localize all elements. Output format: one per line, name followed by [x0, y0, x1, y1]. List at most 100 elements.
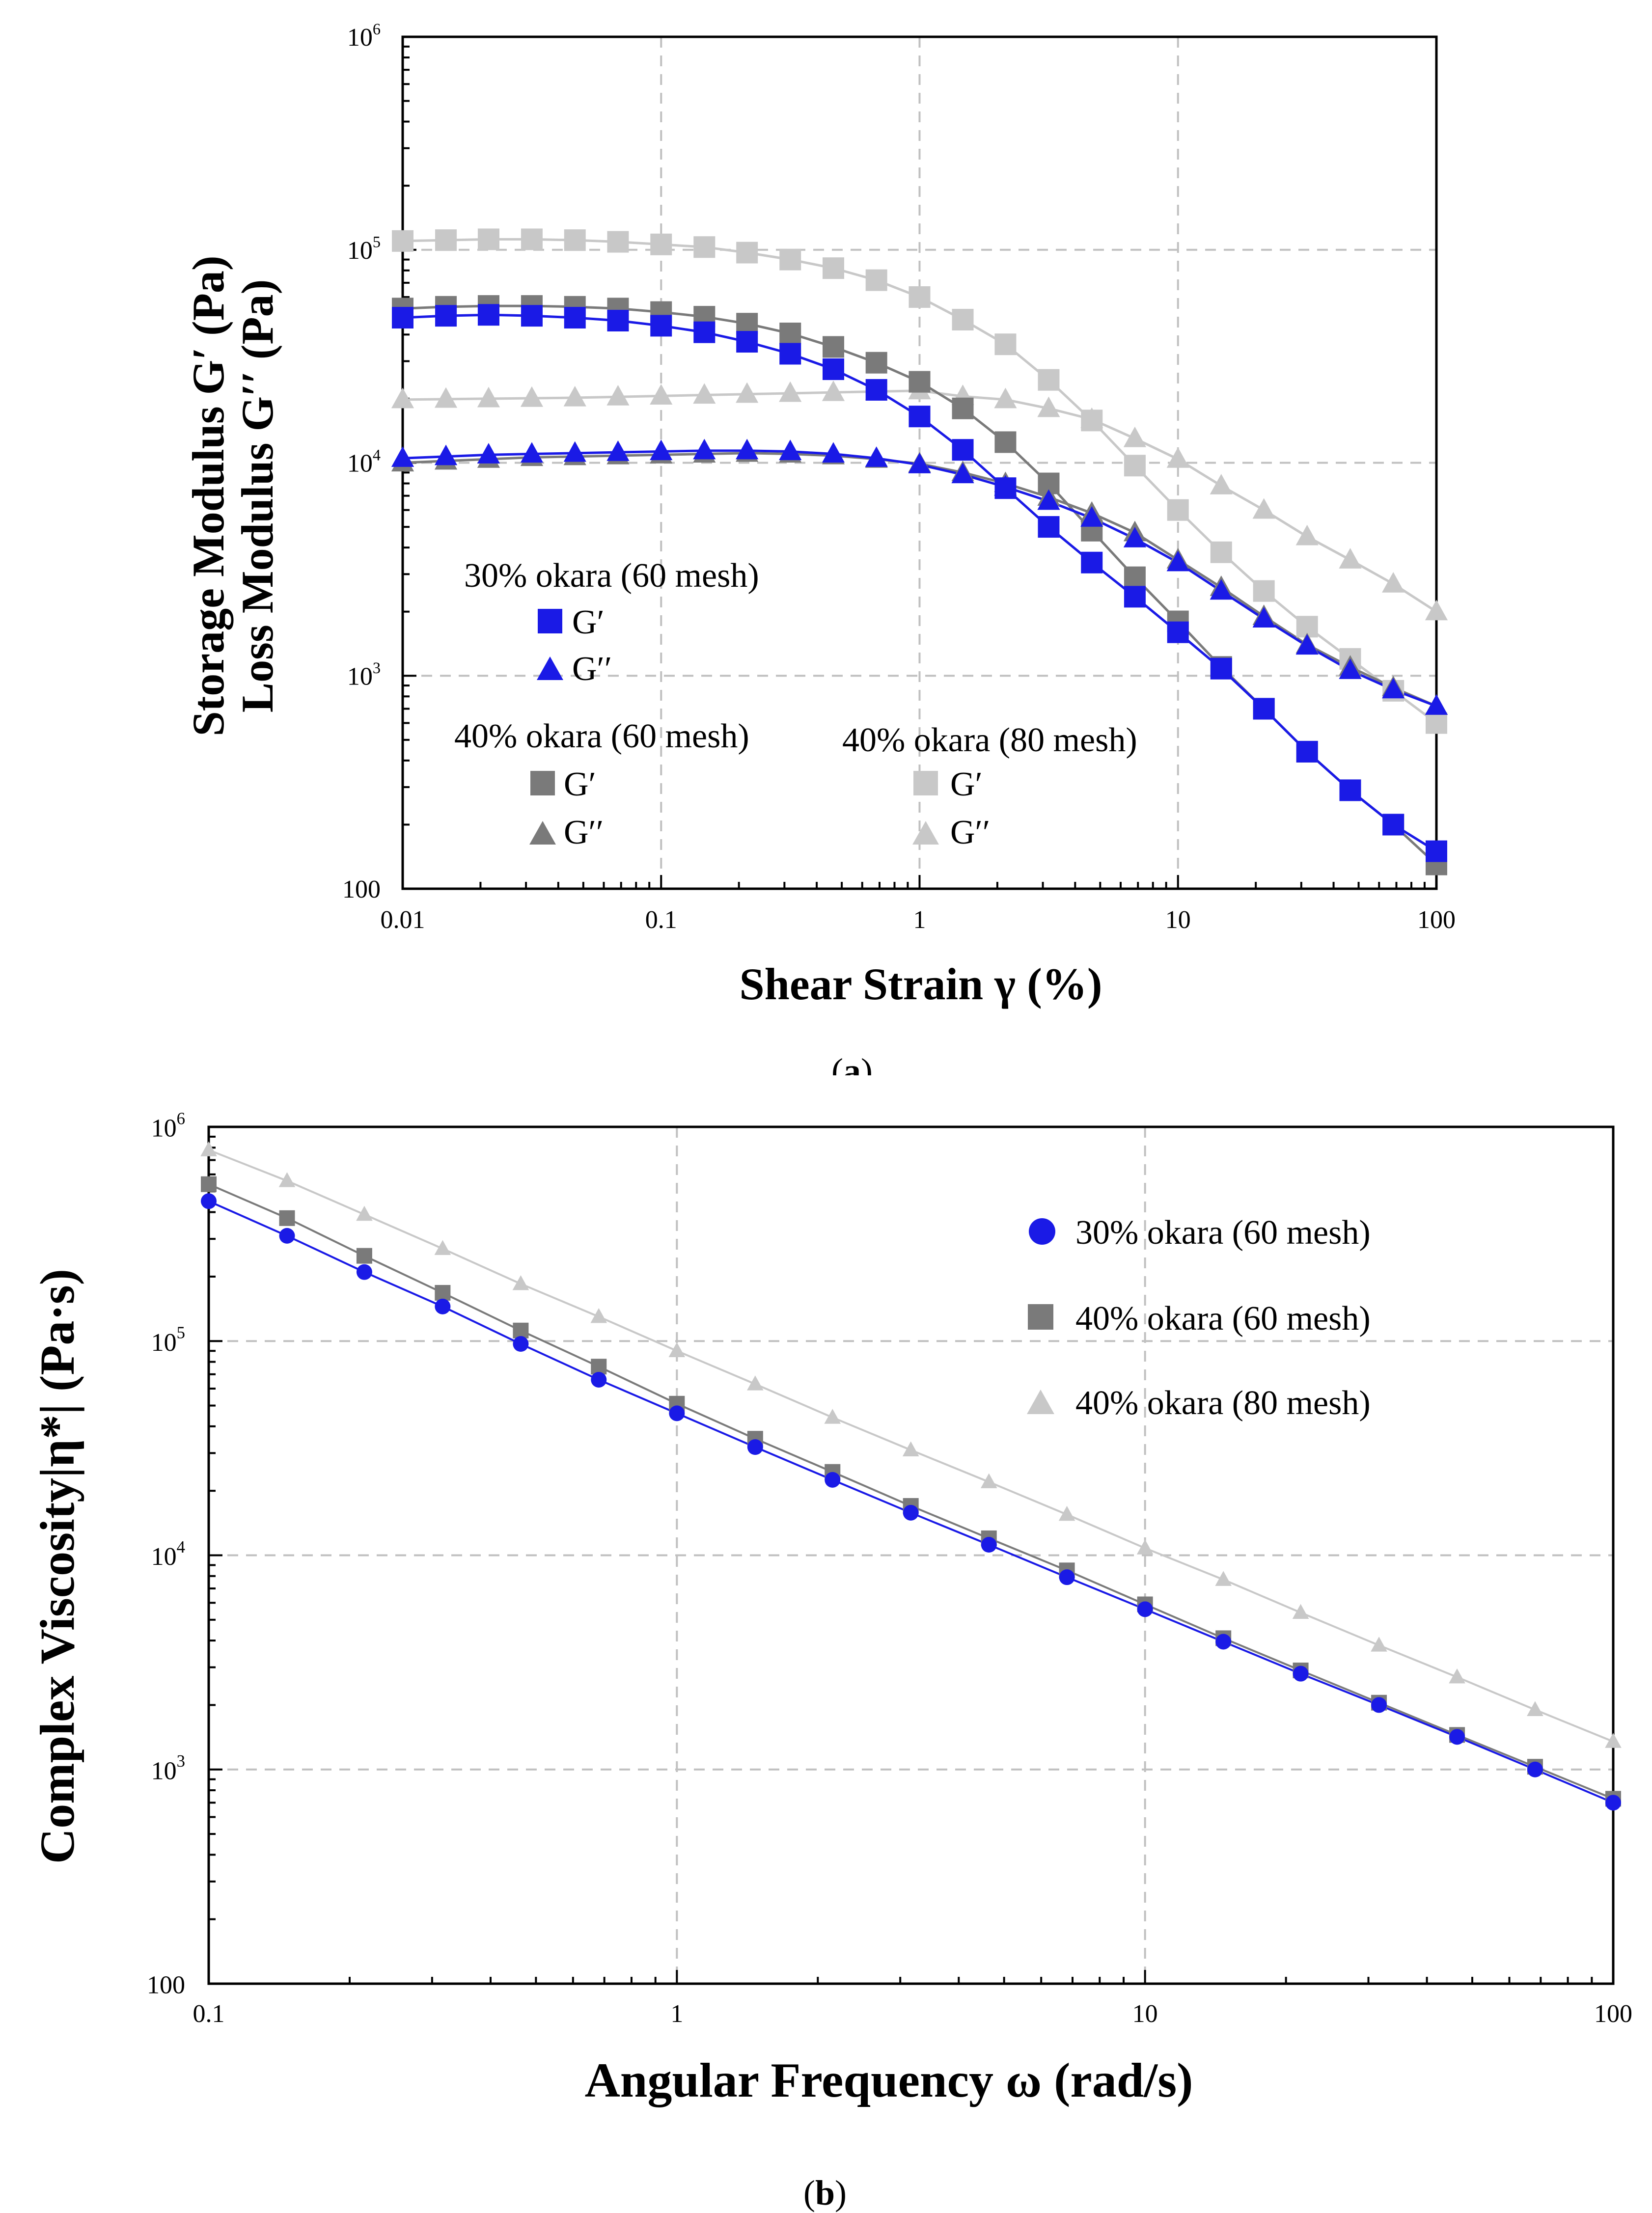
data-point — [747, 1375, 764, 1391]
chart-b-legend-label-30-60: 30% okara (60 mesh) — [1075, 1214, 1371, 1252]
chart-a-caption-letter: a — [843, 1051, 861, 1075]
data-point — [200, 1141, 217, 1156]
data-point — [693, 383, 716, 404]
data-point — [1382, 814, 1404, 836]
data-point — [563, 385, 586, 407]
chart-a-legend-label-40-60-gdprime: G′′ — [564, 814, 604, 851]
data-point — [1210, 579, 1233, 600]
data-point — [1215, 1634, 1232, 1650]
y-tick-label: 106 — [151, 1109, 185, 1142]
chart-a-legend-title-30-60: 30% okara (60 mesh) — [464, 557, 759, 595]
data-point — [1252, 607, 1275, 628]
data-point — [1527, 1701, 1543, 1716]
data-point — [994, 387, 1017, 409]
data-point — [1037, 489, 1060, 510]
data-point — [1371, 1697, 1387, 1713]
chart-b-legend-marker-30-60 — [1029, 1218, 1055, 1245]
data-point — [1253, 580, 1275, 602]
data-point — [392, 230, 413, 252]
data-point — [435, 229, 457, 251]
data-point — [477, 386, 500, 408]
data-point — [909, 286, 931, 308]
data-point — [736, 313, 758, 335]
chart-a-legend-label-30-60-gdprime: G′′ — [572, 650, 612, 688]
data-point — [392, 307, 413, 329]
data-point — [1252, 498, 1275, 519]
y-tick-label: 103 — [347, 659, 381, 690]
data-point — [736, 331, 758, 353]
data-point — [693, 321, 716, 343]
chart-a-legend-title-40-80: 40% okara (80 mesh) — [842, 721, 1137, 759]
data-point — [1339, 779, 1361, 801]
data-point — [477, 304, 499, 326]
y-tick-label: 106 — [347, 20, 381, 52]
data-point — [435, 1298, 451, 1314]
data-point — [201, 1193, 217, 1209]
data-point — [1124, 586, 1146, 608]
data-point — [1166, 447, 1189, 468]
data-point — [606, 384, 630, 406]
data-point — [1210, 474, 1233, 494]
x-tick-label: 10 — [1165, 906, 1191, 934]
data-point — [822, 380, 845, 401]
data-point — [201, 1176, 217, 1192]
data-point — [1136, 1539, 1154, 1555]
data-point — [980, 1473, 997, 1488]
x-tick-label: 10 — [1132, 2000, 1158, 2028]
data-point — [650, 315, 672, 337]
data-point — [823, 257, 845, 279]
data-point — [1038, 369, 1060, 391]
data-point — [606, 440, 630, 461]
chart-a-markers — [391, 228, 1448, 875]
data-point — [779, 323, 801, 345]
x-tick-label: 1 — [913, 906, 926, 934]
data-point — [1296, 740, 1318, 763]
data-point — [650, 233, 672, 255]
data-point — [591, 1371, 607, 1388]
data-point — [908, 453, 931, 473]
data-point — [825, 1472, 841, 1488]
data-point — [1293, 1666, 1309, 1682]
data-point — [823, 336, 845, 358]
data-point — [1426, 712, 1447, 734]
data-point — [520, 442, 544, 463]
data-point — [1527, 1761, 1543, 1777]
chart-a-legend-title-40-60: 40% okara (60 mesh) — [454, 717, 749, 755]
data-point — [1210, 657, 1232, 680]
data-point — [902, 1441, 919, 1456]
data-point — [356, 1205, 373, 1221]
chart-a-legend-marker-40-60-gdprime — [529, 821, 556, 845]
chart-a-ylabel-line2: Loss Modulus G′′ (Pa) — [232, 279, 282, 712]
data-point — [1123, 526, 1147, 547]
chart-a-legend-marker-40-80-gprime — [913, 771, 938, 795]
chart-a-xlabel: Shear Strain γ (%) — [739, 959, 1102, 1009]
chart-a-legend-marker-30-60-gdprime — [537, 656, 563, 680]
data-point — [1167, 621, 1189, 643]
data-point — [477, 228, 499, 250]
chart-a-legend-label-40-80-gdprime: G′′ — [950, 814, 990, 851]
chart-a-legend-label-30-60-gprime: G′ — [572, 603, 605, 641]
chart-a-legend-label-40-80-gprime: G′ — [950, 765, 983, 803]
data-point — [669, 1405, 685, 1421]
data-point — [607, 309, 629, 331]
data-point — [434, 1240, 451, 1255]
data-point — [278, 1172, 296, 1187]
data-point — [1449, 1668, 1465, 1684]
data-point — [1382, 572, 1405, 593]
data-point — [391, 446, 414, 467]
data-point — [952, 439, 974, 461]
chart-b-xlabel: Angular Frequency ω (rad/s) — [585, 2053, 1193, 2107]
data-point — [434, 444, 458, 465]
series-line — [208, 1183, 1614, 1800]
data-point — [477, 443, 500, 464]
data-point — [1295, 634, 1319, 655]
data-point — [822, 442, 845, 463]
chart-b-series-lines — [208, 1149, 1614, 1804]
data-point — [279, 1210, 295, 1226]
data-point — [521, 305, 543, 327]
data-point — [693, 438, 716, 460]
data-point — [513, 1322, 529, 1339]
data-point — [952, 308, 974, 330]
data-point — [952, 397, 974, 419]
chart-b-caption: (b) — [803, 2173, 847, 2213]
